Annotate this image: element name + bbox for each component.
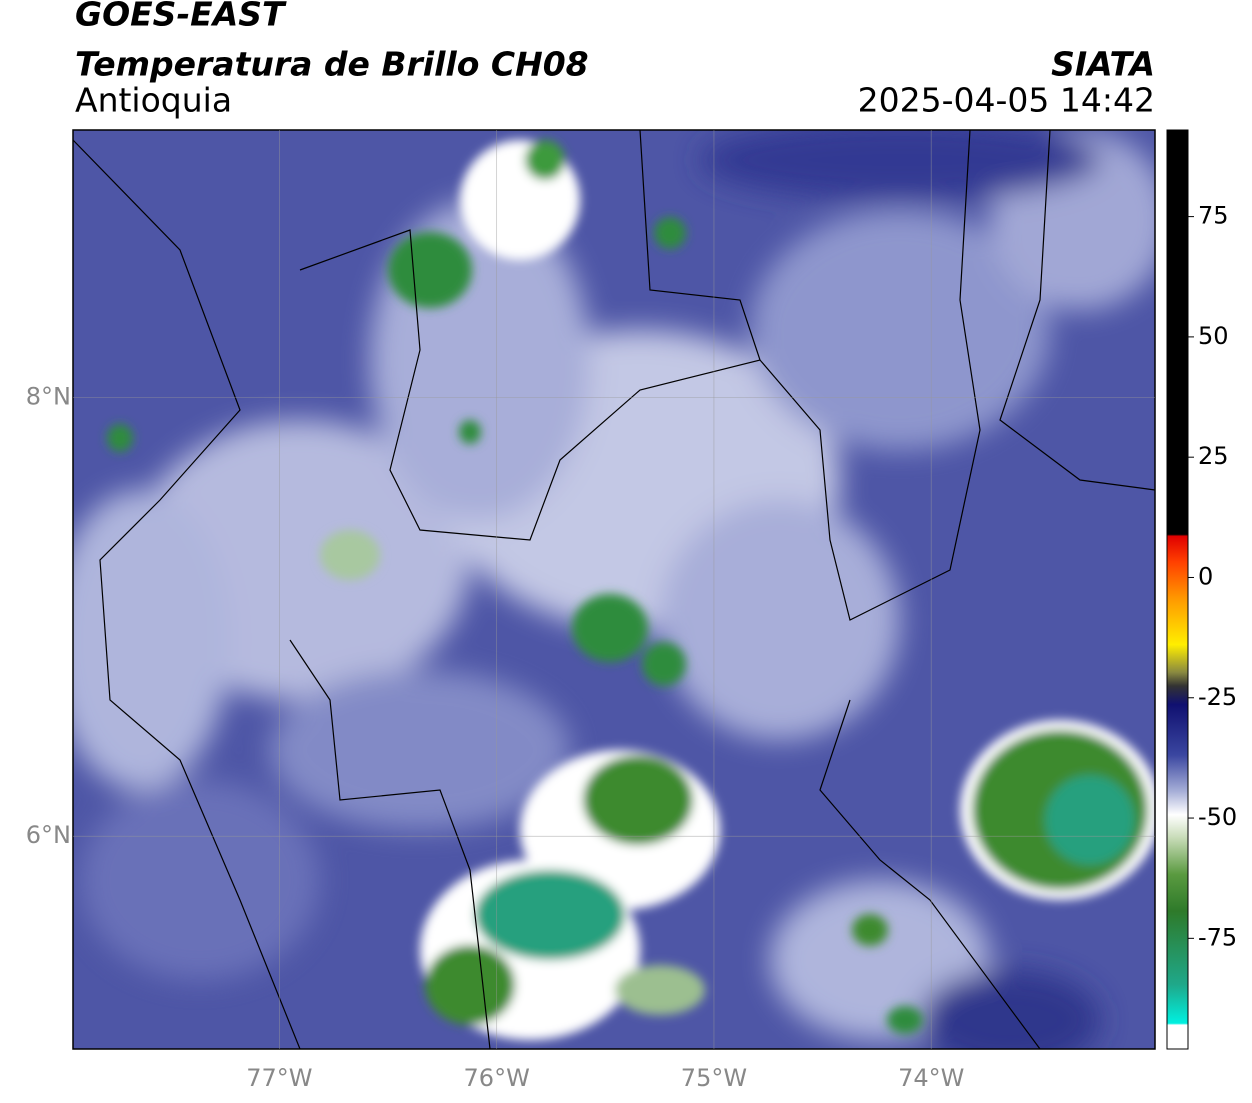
colorbar-tick-label: 0 [1198,562,1213,590]
lat-tick-label: 6°N [26,821,71,849]
datetime: 2025-04-05 14:42 [858,81,1155,120]
colorbar-tick-label: 50 [1198,322,1229,350]
subtitle: Temperatura de Brillo CH08 [75,45,589,84]
lon-tick-label: 77°W [246,1064,312,1092]
lon-tick-label: 75°W [681,1064,747,1092]
colorbar-tick-label: 25 [1198,442,1229,470]
lat-tick-label: 8°N [26,383,71,411]
colorbar-tick-label: -25 [1198,683,1237,711]
colorbar-tick-label: -75 [1198,923,1237,951]
region: Antioquia [75,81,232,120]
title: GOES-EAST [75,0,287,34]
map-frame [72,129,1156,1050]
lon-tick-label: 76°W [464,1064,530,1092]
source: SIATA [1051,45,1155,84]
lon-tick-label: 74°W [898,1064,964,1092]
colorbar [1166,129,1189,1050]
colorbar-tick-label: 75 [1198,202,1229,230]
satellite-image [73,130,1155,1049]
colorbar-tick-label: -50 [1198,803,1237,831]
